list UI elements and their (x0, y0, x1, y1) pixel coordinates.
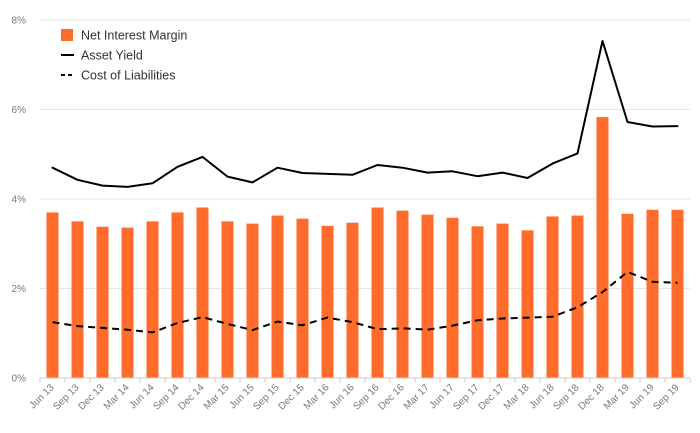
bar-sep-17 (471, 226, 484, 378)
y-tick-label: 6% (12, 105, 27, 116)
bar-dec-17 (496, 223, 509, 378)
bar-sep-18 (571, 215, 584, 378)
bar-mar-15 (221, 221, 234, 378)
legend-label-cost-of-liabilities: Cost of Liabilities (81, 69, 176, 83)
x-tick-label-dec-17: Dec 17 (476, 382, 506, 412)
legend-label-net-interest-margin: Net Interest Margin (81, 29, 187, 43)
x-tick-label-sep-17: Sep 17 (451, 382, 481, 412)
bar-mar-18 (521, 230, 534, 378)
x-tick-label-mar-19: Mar 19 (602, 382, 632, 412)
line-asset-yield (51, 40, 679, 188)
x-tick-label-sep-15: Sep 15 (251, 382, 281, 412)
bar-dec-18 (596, 117, 609, 379)
bar-jun-17 (446, 217, 459, 378)
bar-sep-14 (171, 212, 184, 378)
x-tick-label-sep-16: Sep 16 (351, 382, 381, 412)
legend-label-asset-yield: Asset Yield (81, 49, 143, 63)
y-tick-label: 0% (12, 374, 27, 385)
legend: Net Interest Margin Asset Yield Cost of … (61, 29, 187, 83)
y-tick-label: 4% (12, 195, 27, 206)
bar-sep-19 (671, 209, 684, 378)
bar-sep-15 (271, 215, 284, 378)
x-tick-label-sep-13: Sep 13 (51, 382, 81, 412)
bar-jun-19 (646, 209, 659, 378)
bar-jun-13 (46, 212, 59, 378)
x-tick-label-dec-15: Dec 15 (276, 382, 306, 412)
bar-dec-13 (96, 226, 109, 378)
x-tick-label-sep-18: Sep 18 (551, 382, 581, 412)
bar-jun-15 (246, 223, 259, 378)
bar-sep-13 (71, 221, 84, 378)
x-tick-label-mar-14: Mar 14 (102, 382, 132, 412)
bar-sep-16 (371, 207, 384, 378)
bar-mar-19 (621, 213, 634, 378)
x-tick-label-mar-17: Mar 17 (402, 382, 432, 412)
x-tick-label-mar-18: Mar 18 (502, 382, 532, 412)
x-tick-label-dec-16: Dec 16 (376, 382, 406, 412)
bar-dec-15 (296, 218, 309, 378)
line-series (51, 40, 679, 334)
x-tick-label-dec-14: Dec 14 (176, 382, 206, 412)
y-tick-label: 8% (12, 16, 27, 27)
bar-mar-14 (121, 227, 134, 378)
x-tick-label-sep-14: Sep 14 (151, 382, 181, 412)
x-tick-label-mar-16: Mar 16 (302, 382, 332, 412)
x-tick-label-dec-18: Dec 18 (576, 382, 606, 412)
x-tick-label-mar-15: Mar 15 (202, 382, 232, 412)
x-tick-label-dec-13: Dec 13 (76, 382, 106, 412)
bar-mar-16 (321, 225, 334, 378)
bar-series-net-interest-margin (46, 117, 684, 379)
bar-dec-14 (196, 207, 209, 378)
y-axis-tick-labels: 0% 2% 4% 6% 8% (12, 16, 27, 385)
bar-mar-17 (421, 214, 434, 378)
bar-jun-14 (146, 221, 159, 378)
bar-jun-18 (546, 216, 559, 378)
x-axis (39, 377, 691, 383)
y-tick-label: 2% (12, 284, 27, 295)
line-cost-of-liabilities (52, 270, 678, 334)
legend-swatch-net-interest-margin (61, 29, 73, 41)
bar-dec-16 (396, 210, 409, 378)
x-tick-label-sep-19: Sep 19 (651, 382, 681, 412)
bar-jun-16 (346, 222, 359, 378)
